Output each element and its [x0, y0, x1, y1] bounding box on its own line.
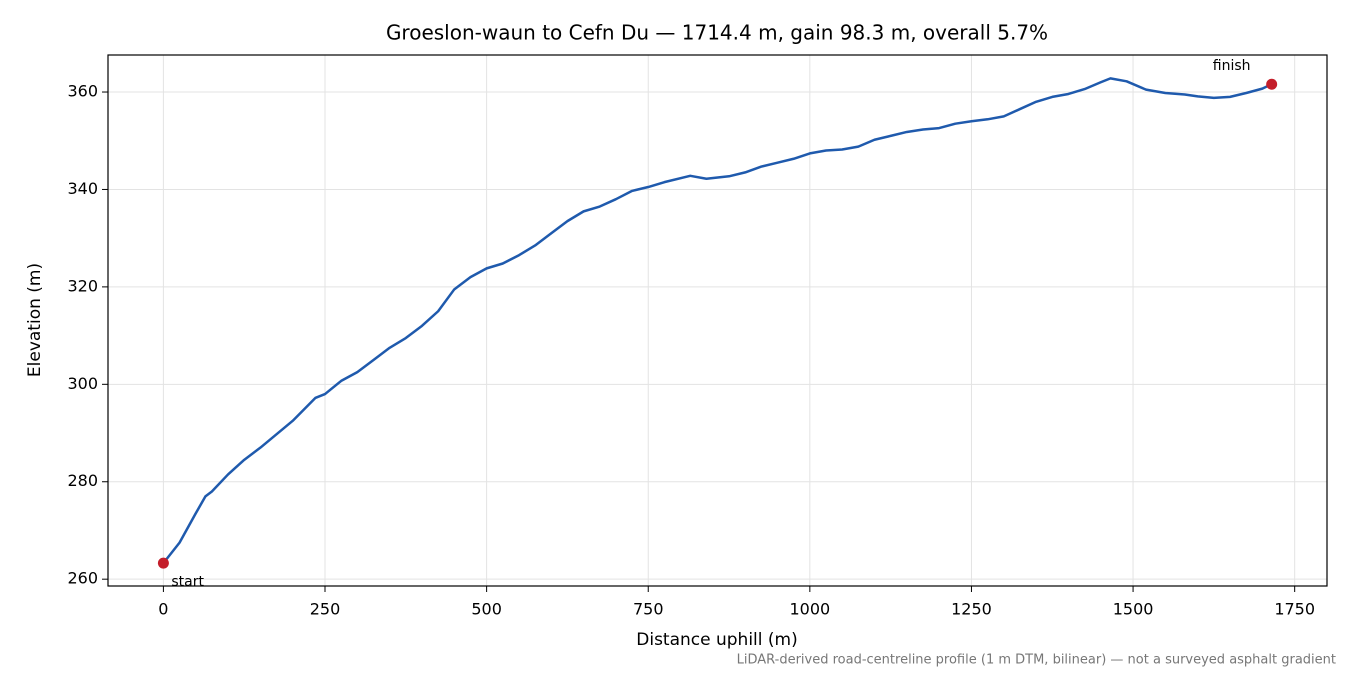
- x-tick-label: 500: [471, 600, 502, 619]
- x-tick-label: 0: [158, 600, 168, 619]
- chart-title: Groeslon-waun to Cefn Du — 1714.4 m, gai…: [386, 21, 1048, 45]
- endpoint-label: start: [171, 574, 204, 590]
- y-tick-label: 260: [67, 569, 98, 588]
- y-axis-label: Elevation (m): [25, 263, 45, 377]
- y-tick-label: 360: [67, 82, 98, 101]
- x-tick-label: 750: [633, 600, 664, 619]
- endpoint-marker: [157, 557, 169, 569]
- y-tick-label: 280: [67, 471, 98, 490]
- y-tick-label: 320: [67, 276, 98, 295]
- x-tick-label: 250: [310, 600, 341, 619]
- x-tick-label: 1250: [951, 600, 992, 619]
- plot-frame: [107, 54, 1328, 587]
- x-tick-label: 1500: [1113, 600, 1154, 619]
- y-tick-label: 340: [67, 179, 98, 198]
- footnote: LiDAR-derived road-centreline profile (1…: [737, 653, 1336, 668]
- x-tick-label: 1000: [789, 600, 830, 619]
- endpoint-label: finish: [1213, 58, 1251, 74]
- endpoint-marker: [1266, 78, 1278, 90]
- elevation-line: [162, 77, 1273, 564]
- x-tick-label: 1750: [1274, 600, 1315, 619]
- y-tick-label: 300: [67, 374, 98, 393]
- x-axis-label: Distance uphill (m): [636, 630, 797, 650]
